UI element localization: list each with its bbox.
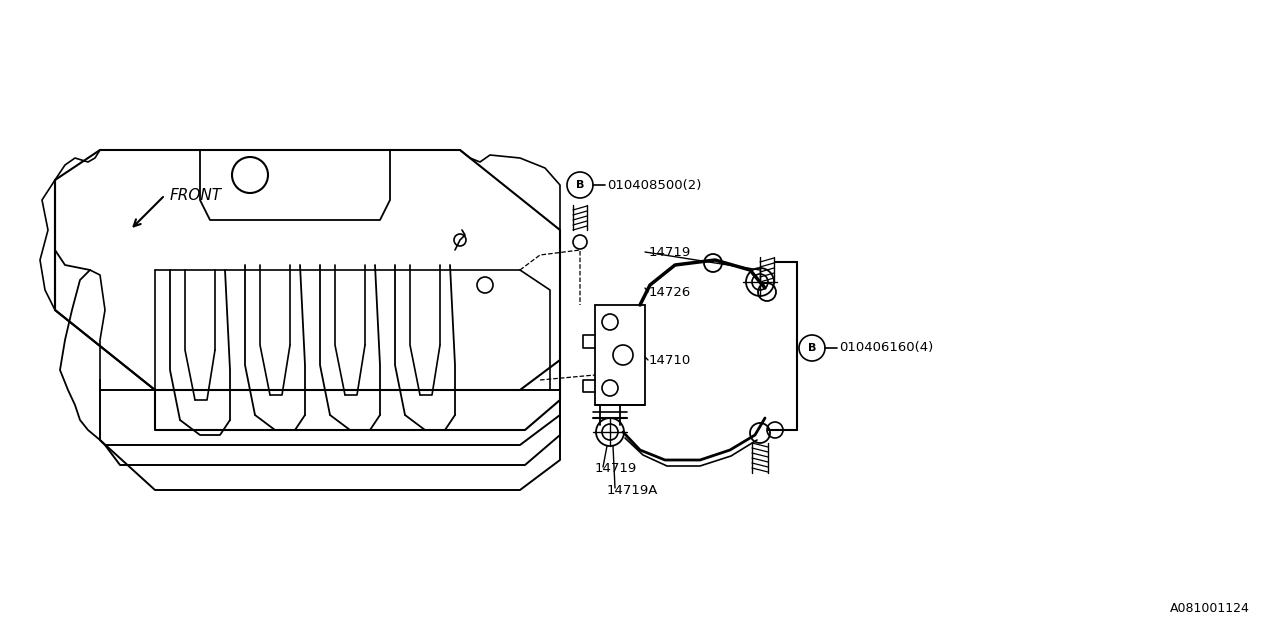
Text: 14719: 14719 [595, 461, 637, 474]
Text: 14726: 14726 [649, 285, 691, 298]
Text: 14719: 14719 [649, 246, 691, 259]
Text: FRONT: FRONT [170, 188, 223, 202]
Text: B: B [808, 343, 817, 353]
Text: 14719A: 14719A [607, 483, 658, 497]
Text: A081001124: A081001124 [1170, 602, 1251, 615]
Text: 010408500(2): 010408500(2) [607, 179, 701, 191]
Text: B: B [576, 180, 584, 190]
Text: 010406160(4): 010406160(4) [838, 342, 933, 355]
Text: 14710: 14710 [649, 353, 691, 367]
